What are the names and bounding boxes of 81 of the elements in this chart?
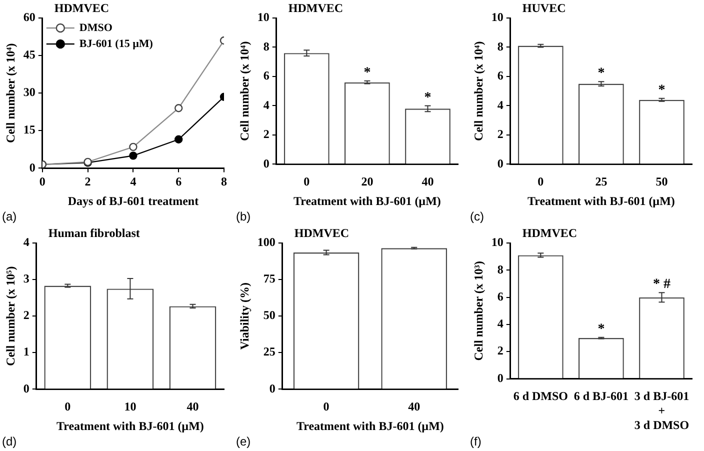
y-tick-label: 4 [23, 235, 30, 250]
x-tick-label: 40 [422, 174, 434, 188]
annotation: * [364, 65, 371, 80]
chart-title: Human fibroblast [48, 226, 140, 240]
y-axis-title: Cell number (x 10⁴) [3, 43, 18, 143]
y-axis-title: Viability (%) [237, 282, 252, 350]
y-tick-label: 15 [23, 122, 36, 137]
x-tick-label: 50 [656, 174, 668, 188]
text: (e) [236, 434, 251, 448]
x-tick-label: 10 [124, 399, 136, 414]
y-tick-label: 2 [23, 308, 30, 322]
x-tick-label: 0 [538, 174, 544, 188]
x-tick-label: 0 [304, 174, 310, 188]
annotation: * # [652, 277, 670, 292]
x-tick-label: 25 [595, 174, 608, 188]
y-axis-title: Cell number (x 10³) [471, 261, 486, 361]
chart-title: HDMVEC [522, 226, 578, 240]
x-tick-label: 20 [361, 174, 374, 188]
y-tick-label: 6 [263, 68, 270, 83]
y-axis-title: Cell number (x 10⁵) [3, 266, 18, 366]
y-axis-title: Cell number (x 10⁴) [237, 41, 252, 141]
x-tick-label: 40 [408, 399, 420, 414]
annotation: * [598, 66, 605, 82]
y-tick-label: 0 [497, 156, 504, 170]
x-axis-title: Treatment with BJ-601 (µM) [293, 194, 441, 208]
y-tick-label: 75 [263, 272, 276, 286]
y-tick-label: 30 [23, 85, 36, 100]
text: (c) [470, 209, 484, 224]
x-tick-label: 3 d BJ-601 + 3 d DMSO [634, 389, 690, 432]
y-tick-label: 1 [23, 344, 30, 359]
x-tick-label: 6 [176, 174, 182, 188]
annotation: * [598, 322, 605, 337]
text: (f) [470, 434, 482, 448]
annotation: * [424, 90, 432, 106]
x-tick-label: 6 d DMSO [513, 389, 568, 404]
x-axis-title: Treatment with BJ-601 (µM) [56, 418, 204, 433]
x-tick-label: 0 [64, 399, 71, 414]
chart-title: HDMVEC [294, 226, 350, 240]
x-tick-label: 8 [221, 174, 227, 188]
x-tick-label: 0 [39, 174, 46, 188]
y-tick-label: 6 [497, 68, 504, 83]
y-tick-label: 4 [497, 316, 504, 331]
x-tick-label: 2 [84, 174, 91, 188]
legend-label: DMSO [79, 22, 113, 34]
chart-title: HDMVEC [288, 1, 344, 16]
y-tick-label: 50 [263, 308, 276, 322]
y-tick-label: 10 [491, 235, 504, 250]
y-tick-label: 6 [497, 289, 504, 304]
y-tick-label: 2 [497, 344, 504, 358]
text: (b) [236, 209, 251, 224]
y-tick-label: 3 [23, 272, 30, 286]
y-tick-label: 2 [497, 127, 504, 142]
chart-title: HDMVEC [54, 1, 110, 16]
legend-label: BJ-601 (15 µM) [79, 38, 154, 50]
y-tick-label: 4 [497, 98, 504, 112]
annotation: * [658, 83, 666, 98]
x-tick-label: 40 [186, 399, 199, 414]
text: (a) [2, 209, 17, 224]
y-tick-label: 0 [263, 156, 270, 170]
y-tick-label: 8 [497, 262, 504, 276]
y-tick-label: 8 [497, 39, 504, 54]
x-axis-title: Treatment with BJ-601 (µM) [296, 418, 444, 433]
y-tick-label: 100 [257, 235, 276, 250]
y-tick-label: 4 [263, 98, 270, 112]
y-tick-label: 60 [23, 10, 36, 24]
x-tick-label: 0 [323, 399, 330, 414]
x-axis-title: Days of BJ-601 treatment [68, 194, 199, 208]
y-tick-label: 10 [257, 10, 270, 24]
y-tick-label: 0 [29, 160, 36, 174]
y-tick-label: 25 [263, 344, 276, 359]
x-tick-label: 4 [130, 174, 136, 188]
y-tick-label: 2 [263, 127, 270, 142]
y-tick-label: 45 [23, 48, 36, 62]
text: (d) [2, 434, 17, 448]
y-tick-label: 0 [497, 370, 504, 385]
y-tick-label: 8 [263, 39, 270, 54]
y-tick-label: 10 [491, 10, 504, 24]
y-axis-title: Cell number (x 10⁴) [471, 41, 486, 141]
x-tick-label: 6 d BJ-601 [574, 389, 629, 404]
chart-title: HUVEC [522, 1, 566, 16]
x-axis-title: Treatment with BJ-601 (µM) [527, 194, 675, 208]
